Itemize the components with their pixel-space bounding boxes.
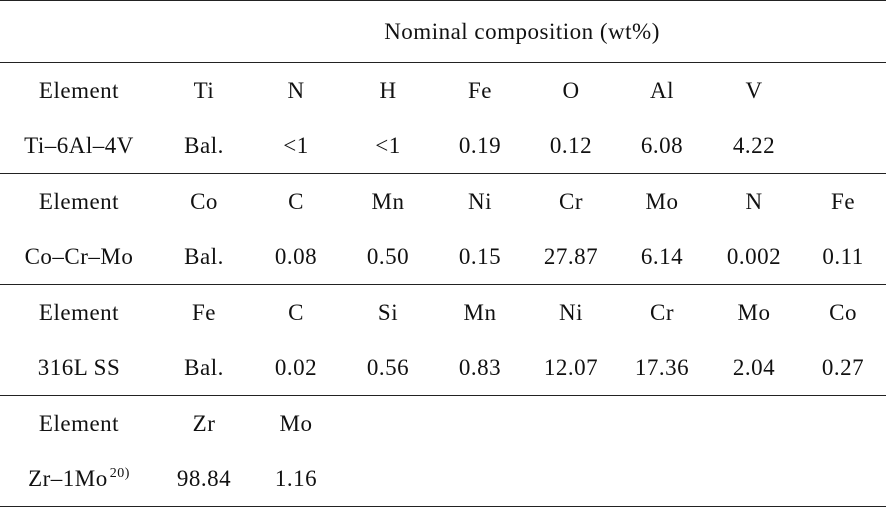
table-cell: N	[250, 62, 342, 118]
table-cell: 12.07	[543, 354, 599, 380]
table-cell	[800, 62, 886, 118]
table-cell: Al	[616, 62, 708, 118]
table-cell	[526, 451, 616, 507]
table-title: Nominal composition (wt%)	[158, 0, 886, 63]
table-cell: Fe	[158, 284, 250, 340]
table-cell	[800, 395, 886, 451]
table-cell: Bal.	[184, 132, 224, 158]
table-cell: Ni	[434, 173, 526, 229]
table-cell: Co	[158, 173, 250, 229]
table-cell: Bal.	[184, 354, 224, 380]
table-row: Zr–1Mo 20) 98.84 1.16	[0, 451, 886, 507]
table-cell: Element	[0, 62, 158, 118]
table-cell: Zr–1Mo 20)	[0, 451, 158, 507]
table-cell	[800, 451, 886, 507]
table-cell: 6.08	[640, 132, 684, 158]
table-cell: Mn	[434, 284, 526, 340]
table-row: Element Zr Mo	[0, 395, 886, 451]
table-cell: 6.14	[640, 243, 684, 269]
footnote-reference: 20)	[109, 465, 130, 481]
table-row: Element Co C Mn Ni Cr Mo N Fe	[0, 173, 886, 229]
table-cell: H	[342, 62, 434, 118]
table-cell: 0.002	[726, 243, 782, 269]
table-cell	[616, 451, 708, 507]
table-cell: Ni	[526, 284, 616, 340]
table-cell: Element	[0, 173, 158, 229]
table-cell: 0.08	[274, 243, 318, 269]
table-cell: 4.22	[732, 132, 776, 158]
table-cell: 0.15	[458, 243, 502, 269]
table-cell: Fe	[800, 173, 886, 229]
table-row: Co–Cr–Mo Bal. 0.08 0.50 0.15 27.87 6.14 …	[0, 229, 886, 285]
table-cell	[708, 395, 800, 451]
table-cell	[616, 395, 708, 451]
table-cell: 1.16	[250, 451, 342, 507]
alloy-name: Zr–1Mo	[28, 465, 108, 491]
table-row: Element Fe C Si Mn Ni Cr Mo Co	[0, 284, 886, 340]
table-cell: Cr	[526, 173, 616, 229]
table-cell: 0.19	[458, 132, 502, 158]
table-row: 316L SS Bal. 0.02 0.56 0.83 12.07 17.36 …	[0, 340, 886, 396]
table-cell: Bal.	[184, 243, 224, 269]
table-cell: <1	[375, 132, 401, 158]
table-cell: 17.36	[634, 354, 690, 380]
table-cell	[342, 395, 434, 451]
table-cell: Si	[342, 284, 434, 340]
table-cell: C	[250, 173, 342, 229]
table-row: Ti–6Al–4V Bal. <1 <1 0.19 0.12 6.08 4.22	[0, 118, 886, 174]
table-cell: V	[708, 62, 800, 118]
table-cell: 0.02	[274, 354, 318, 380]
table-cell: N	[708, 173, 800, 229]
table-cell: C	[250, 284, 342, 340]
table-cell: 316L SS	[37, 354, 121, 380]
table-cell: Ti–6Al–4V	[24, 132, 134, 158]
table-header-row: Nominal composition (wt%)	[0, 0, 886, 63]
table-cell: Co	[800, 284, 886, 340]
table-cell: 27.87	[543, 243, 599, 269]
table-cell: Mo	[708, 284, 800, 340]
table-cell: 0.27	[821, 354, 865, 380]
table-cell	[434, 395, 526, 451]
table-cell: 0.12	[549, 132, 593, 158]
table-cell: 0.50	[366, 243, 410, 269]
table-cell: Element	[0, 395, 158, 451]
table-cell: Mn	[342, 173, 434, 229]
table-cell: Fe	[434, 62, 526, 118]
table-cell	[708, 451, 800, 507]
table-cell: Ti	[158, 62, 250, 118]
table-cell: Mo	[616, 173, 708, 229]
table-cell	[434, 451, 526, 507]
table-cell: Co–Cr–Mo	[24, 243, 134, 269]
table-cell	[526, 395, 616, 451]
table-cell: O	[526, 62, 616, 118]
table-cell: <1	[283, 132, 309, 158]
table-cell: 0.56	[366, 354, 410, 380]
table-cell: Cr	[616, 284, 708, 340]
table-cell: 98.84	[158, 451, 250, 507]
table-cell: Element	[0, 284, 158, 340]
table-cell: Mo	[250, 395, 342, 451]
table-cell: Zr	[158, 395, 250, 451]
table-cell	[800, 118, 886, 174]
table-cell: 0.83	[458, 354, 502, 380]
table-row: Element Ti N H Fe O Al V	[0, 62, 886, 118]
table-cell	[342, 451, 434, 507]
table-cell: 0.11	[822, 243, 864, 269]
table-cell: 2.04	[732, 354, 776, 380]
